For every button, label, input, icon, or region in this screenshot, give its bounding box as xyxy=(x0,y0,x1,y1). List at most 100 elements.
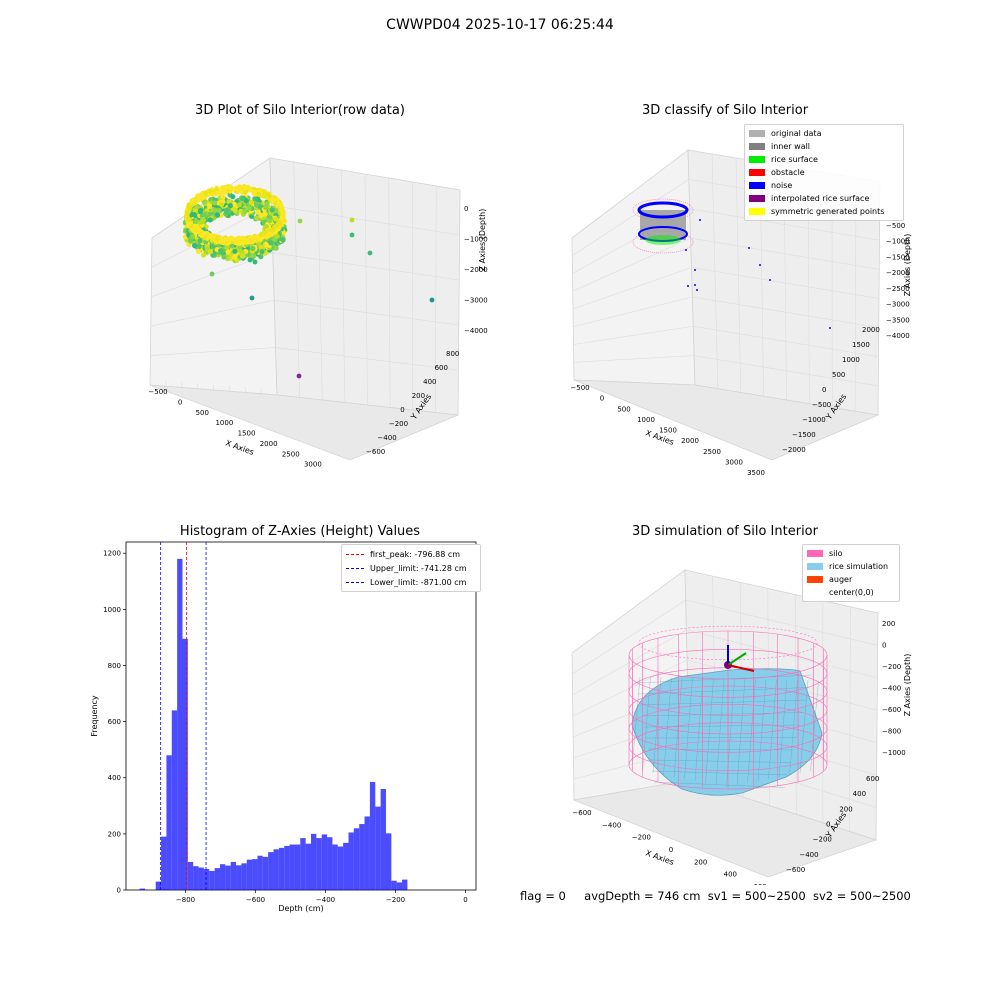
histogram-bar xyxy=(155,881,162,890)
histogram-bar xyxy=(177,558,183,890)
y-tick-label: 0 xyxy=(826,821,830,829)
raw-point xyxy=(229,236,235,242)
outlier-point xyxy=(252,259,258,265)
outlier-point xyxy=(349,232,355,238)
classify-legend: original data inner wall rice surface obsta… xyxy=(744,124,904,221)
legend-line-swatch xyxy=(346,567,364,569)
mesh-line xyxy=(637,687,810,695)
legend-item: rice surface xyxy=(749,153,899,166)
mesh-line xyxy=(639,699,807,706)
mesh-line xyxy=(641,712,804,717)
x-ticks: −800 −600 −400 −200 0 xyxy=(176,890,468,904)
outlier-point xyxy=(249,295,255,301)
grid-line xyxy=(364,173,368,406)
z-tick-labels: −500 −1000 −1500 −2000 −2500 −3000 −3500 −4000 xyxy=(886,222,910,340)
legend-swatch xyxy=(749,156,765,163)
raw-point xyxy=(218,248,224,254)
grid-line xyxy=(572,599,686,675)
y-axis-label: Frequency xyxy=(90,695,99,737)
histogram-bar xyxy=(305,843,312,890)
raw-point xyxy=(221,254,227,260)
raw-point xyxy=(191,211,197,218)
raw-point xyxy=(240,195,246,202)
raw-point xyxy=(194,198,200,203)
raw-point xyxy=(261,230,267,236)
histogram-bar xyxy=(171,710,178,890)
histogram-bar xyxy=(252,859,258,890)
grid-line xyxy=(694,355,879,387)
y-tick-label: −600 xyxy=(366,448,385,456)
mesh-line xyxy=(651,770,789,776)
raw-point xyxy=(263,223,269,229)
histogram-bar xyxy=(203,868,210,890)
y-tick-label: −200 xyxy=(813,836,832,844)
z-tick-label: 0 xyxy=(882,642,886,650)
mesh-line xyxy=(768,679,777,780)
legend-swatch xyxy=(749,208,765,215)
grid-line xyxy=(572,629,687,696)
histogram-bar xyxy=(166,755,172,890)
raw-point xyxy=(259,249,265,255)
raw-point xyxy=(264,192,270,197)
histogram-bar xyxy=(300,838,306,890)
x-tick-label: 2500 xyxy=(703,448,721,456)
legend-item: silo xyxy=(807,547,895,560)
raw-point xyxy=(192,243,198,249)
raw-point xyxy=(274,233,280,239)
histogram-bar xyxy=(385,833,392,890)
legend-label: rice simulation xyxy=(829,562,889,571)
x-tick-label: 500 xyxy=(617,405,630,413)
noise-point xyxy=(694,269,696,271)
y-tick-label: −1000 xyxy=(802,416,826,424)
raw-point xyxy=(237,188,242,193)
y-tick-label: −500 xyxy=(812,401,831,409)
raw-point xyxy=(185,216,191,221)
depth-histogram: −800 −600 −400 −200 0 020040060080010001200 … xyxy=(90,541,477,913)
raw-point xyxy=(252,189,257,195)
raw-point xyxy=(253,202,260,208)
raw-point xyxy=(279,205,285,210)
x-tick-label: 200 xyxy=(694,858,707,866)
x-tick-labels: −600 −400 −200 0 200 400 600 xyxy=(572,809,766,885)
grid-line xyxy=(685,599,878,646)
noise-point xyxy=(759,264,761,266)
raw-point xyxy=(219,201,225,208)
y-tick-label: −400 xyxy=(377,434,396,442)
histogram-bar xyxy=(214,868,220,890)
z-tick-label: −500 xyxy=(886,222,905,230)
raw-point xyxy=(243,189,248,195)
histogram-bar xyxy=(284,845,290,890)
z-tick-label: −3000 xyxy=(464,297,488,305)
raw-point xyxy=(200,195,205,201)
mesh-line xyxy=(757,679,767,782)
histogram-bar xyxy=(193,866,199,890)
raw-point xyxy=(218,190,223,196)
raw-point xyxy=(223,209,230,215)
raw-point xyxy=(258,212,264,218)
z-tick-label: −800 xyxy=(882,728,901,736)
raw-point xyxy=(201,212,207,218)
grid-line xyxy=(150,299,275,327)
histogram-bar xyxy=(268,852,274,890)
z-tick-label: −2000 xyxy=(886,269,910,277)
grid-line xyxy=(689,208,880,241)
raw-point xyxy=(252,234,258,240)
y-tick-label: 600 xyxy=(108,718,121,726)
x-tick-label: 3500 xyxy=(747,469,765,475)
raw-point xyxy=(231,201,237,207)
x-tick-label: −600 xyxy=(246,896,265,904)
legend-item: first_peak: -796.88 cm xyxy=(346,547,476,561)
outlier-point xyxy=(367,250,373,256)
raw-point xyxy=(196,193,202,199)
histogram-bar xyxy=(230,861,237,890)
mesh-line xyxy=(778,679,788,778)
noise-point xyxy=(699,219,701,221)
grid-line xyxy=(573,325,694,345)
raw-point xyxy=(254,215,260,221)
legend-label: noise xyxy=(771,181,793,190)
noise-point xyxy=(685,249,687,251)
y-tick-label: −600 xyxy=(786,866,805,874)
panel-2-title: 3D classify of Silo Interior xyxy=(641,103,809,118)
x-tick-label: 2500 xyxy=(282,450,300,458)
